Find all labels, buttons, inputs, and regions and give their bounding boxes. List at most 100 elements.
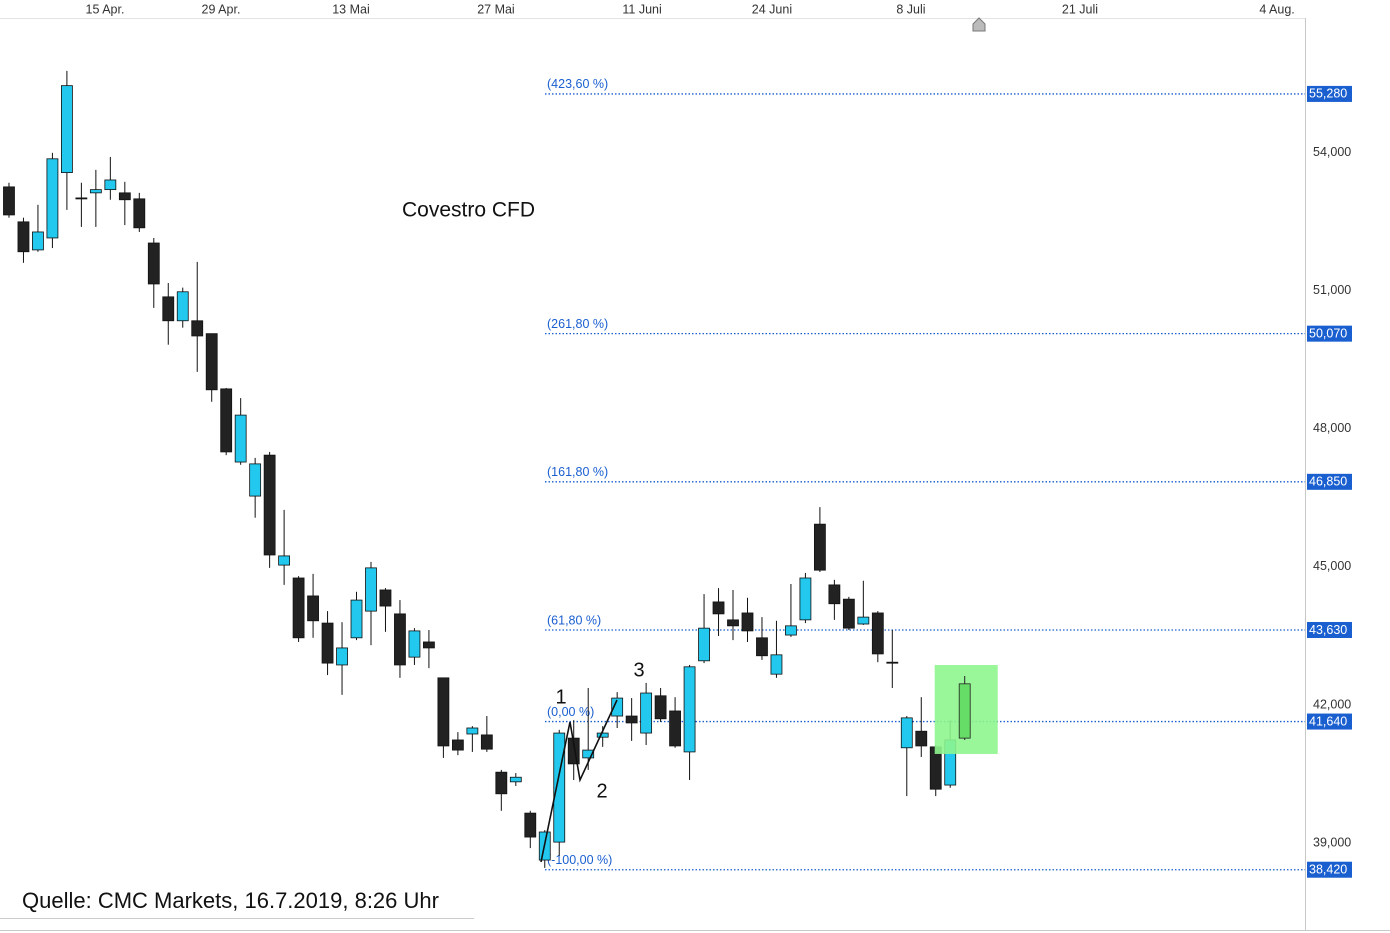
candle-body [278,555,291,566]
y-tick-label: 54,000 [1313,145,1351,159]
candle-body [915,730,928,747]
price-label: 41,640 [1309,714,1347,728]
candle-body [654,695,667,720]
candle-body [205,333,218,391]
price-box [1307,85,1352,102]
candle-body [509,776,522,783]
candle-body [191,320,204,337]
y-tick-label: 51,000 [1313,283,1351,297]
candle-body [176,291,189,322]
candle-body [756,637,768,657]
candle-body [249,463,262,497]
candle-body [292,577,305,639]
fib-label: (423,60 %) [547,77,608,91]
candle-body [104,179,117,191]
x-tick-label: 29 Apr. [202,2,241,16]
candle-body [828,584,841,605]
candle-body [89,189,102,194]
candle-body [3,186,15,216]
candle-body [220,388,233,453]
fib-label: (261,80 %) [547,317,608,331]
chart-title: Covestro CFD [402,199,535,222]
x-tick-label: 13 Mai [332,2,370,16]
candle-body [263,454,276,556]
candle-body [365,567,377,612]
candle-body [234,414,247,463]
price-box [1307,325,1352,342]
price-label: 38,420 [1309,863,1347,877]
candle-body [640,692,653,734]
candle-body [871,612,884,655]
candle-body [582,749,595,759]
wave-line [540,699,618,863]
fib-label: (61,80 %) [547,613,601,627]
fib-label: (161,80 %) [547,465,608,479]
candle-body [842,598,855,629]
candle-body [698,627,710,662]
candle-body [408,630,421,658]
candle-body [394,613,406,666]
candle-body [683,666,696,753]
candle-body [799,577,812,621]
price-label: 55,280 [1309,87,1347,101]
x-tick-label: 24 Juni [752,2,792,16]
price-label: 50,070 [1309,326,1347,340]
price-box [1307,713,1352,730]
x-tick-label: 8 Juli [896,2,925,16]
candle-body [46,158,59,239]
plot: (423,60 %) (261,80 %) (161,80 %) (61,80 %) (… [3,70,1305,871]
candle-body [379,589,392,607]
candle-body [61,85,73,174]
candle-body [437,677,450,747]
candle-body [900,717,913,749]
candle-body [350,599,363,639]
candle-body [669,710,681,747]
candle-body [553,732,566,843]
candle-body [567,737,580,765]
candle-body [813,523,826,571]
candle-body [466,727,479,735]
y-tick-label: 42,000 [1313,697,1351,711]
candle-body [857,616,870,625]
candle-body [321,622,334,664]
candle-body [17,221,30,253]
wave-label: 2 [596,780,607,802]
candle-body [727,619,739,627]
candle-body [133,198,146,229]
x-tick-label: 27 Mai [477,2,515,16]
candle-body [741,612,754,632]
time-marker [972,17,986,32]
candle-body [785,625,797,636]
candle-body [495,771,508,795]
wave-label: 1 [555,686,566,708]
x-tick-label: 4 Aug. [1259,2,1294,16]
wave-label: 3 [633,659,644,681]
source-note: Quelle: CMC Markets, 16.7.2019, 8:26 Uhr [22,888,439,913]
candle-body [451,739,464,751]
y-tick-label: 45,000 [1313,559,1351,573]
candle-body [770,654,783,675]
candle-body [75,197,88,200]
candle-body [611,697,624,717]
candle-body [32,231,44,251]
candle-body [307,595,319,622]
price-box [1307,473,1352,490]
candle-body [423,641,435,649]
x-tick-label: 11 Juni [622,2,661,16]
y-tick-label: 48,000 [1313,421,1351,435]
candle-body [886,661,899,664]
price-box [1307,861,1352,878]
candle-body [336,647,348,666]
x-tick-label: 21 Juli [1062,2,1098,16]
candle-body [712,601,725,615]
candle-body [596,732,609,738]
x-tick-label: 15 Apr. [86,2,125,16]
candle-body [118,192,131,201]
candle-body [625,715,638,724]
fib-label: (0,00 %) [547,705,594,719]
candle-body [524,812,537,838]
price-label: 46,850 [1309,475,1347,489]
